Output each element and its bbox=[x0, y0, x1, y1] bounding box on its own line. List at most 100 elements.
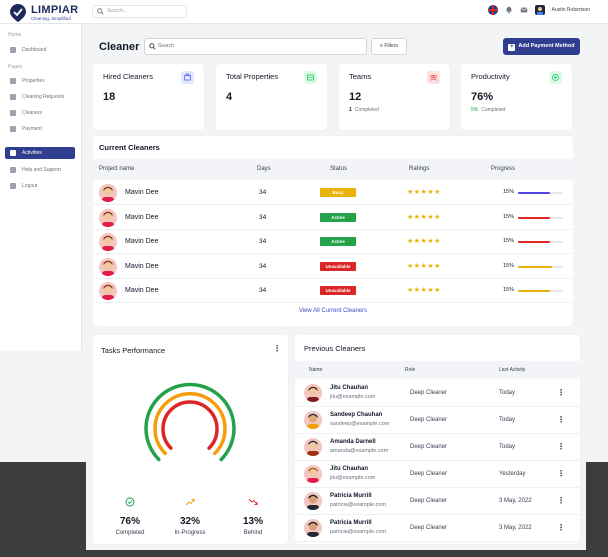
table-row[interactable]: Patricia Murrill patricia@example.com Deep… bbox=[295, 488, 580, 515]
table-row[interactable]: Mavin Dee 34 Busy ★★★★★ 15% bbox=[93, 181, 573, 205]
column-header: Role bbox=[405, 367, 416, 373]
stat-title: Productivity bbox=[471, 72, 510, 81]
gauge-arc-in-progress bbox=[153, 391, 227, 456]
bell-icon[interactable] bbox=[505, 6, 513, 14]
cleaner-email: patricia@example.com bbox=[330, 529, 387, 535]
clipboard-icon bbox=[10, 94, 16, 100]
table-row[interactable]: Mavin Dee 34 Active ★★★★★ 15% bbox=[93, 206, 573, 230]
table-row[interactable]: Mavin Dee 34 Unavailable ★★★★★ 15% bbox=[93, 279, 573, 303]
column-header: Progress bbox=[491, 166, 516, 172]
more-options-icon[interactable]: ⋮ bbox=[557, 469, 565, 478]
stat-sub-label: Completed bbox=[354, 107, 379, 113]
table-row[interactable]: Mavin Dee 34 Unavailable ★★★★★ 15% bbox=[93, 255, 573, 279]
more-options-icon[interactable]: ⋮ bbox=[557, 523, 565, 532]
current-cleaners-card: Current Cleaners Project name Days Statu… bbox=[93, 136, 573, 326]
last-activity: Today bbox=[499, 390, 516, 396]
more-options-icon[interactable]: ⋮ bbox=[557, 415, 565, 424]
trend-down-icon bbox=[248, 498, 258, 505]
brand-name: LIMPIAR bbox=[31, 3, 79, 16]
tasks-stat-label: In-Progress bbox=[174, 530, 206, 536]
sidebar-section-pages: Pages bbox=[8, 64, 23, 70]
cleaner-name: Mavin Dee bbox=[125, 213, 159, 221]
brand-logo[interactable]: LIMPIAR Cleaning, Simplified bbox=[8, 3, 78, 23]
sidebar-item-cleaners[interactable]: Cleaners bbox=[5, 107, 75, 119]
table-row[interactable]: Patricia Murrill patricia@example.com Deep… bbox=[295, 515, 580, 542]
main-content: Cleaner Search ≡ Filters + Add Payment Me… bbox=[86, 24, 586, 550]
gauge-arc-completed bbox=[144, 382, 236, 462]
stat-subtext: 5% Completed bbox=[471, 107, 505, 113]
progress-fill bbox=[518, 265, 552, 268]
cleaner-search-input[interactable]: Search bbox=[144, 38, 367, 55]
language-flag-icon[interactable] bbox=[487, 5, 498, 15]
add-payment-method-button[interactable]: + Add Payment Method bbox=[503, 38, 580, 55]
table-row[interactable]: Jitu Chauhan jitu@example.com Deep Cleaner… bbox=[295, 380, 580, 407]
user-name[interactable]: Austin Robertson bbox=[551, 7, 590, 13]
view-all-current-cleaners-link[interactable]: View All Current Cleaners bbox=[298, 308, 368, 314]
sidebar-item-cleaning-requests[interactable]: Cleaning Requests bbox=[5, 91, 75, 103]
cleaner-search-placeholder: Search bbox=[158, 43, 174, 49]
cleaner-days: 34 bbox=[259, 189, 267, 196]
cleaner-name: Patricia Murrill bbox=[330, 493, 372, 499]
stat-sub-count: 1 bbox=[349, 107, 352, 113]
more-options-icon[interactable]: ⋮ bbox=[273, 344, 281, 353]
sidebar-item-logout[interactable]: Logout bbox=[5, 180, 75, 192]
cleaner-role: Deep Cleaner bbox=[410, 471, 448, 477]
status-badge: Active bbox=[320, 212, 356, 222]
sidebar-item-properties[interactable]: Properties bbox=[5, 75, 75, 87]
building-icon bbox=[304, 71, 317, 84]
cleaner-days: 34 bbox=[259, 262, 267, 270]
sidebar-item-dashboard[interactable]: Dashboard bbox=[5, 44, 75, 56]
tasks-stat-value: 13% bbox=[242, 516, 263, 527]
filters-label: Filters bbox=[384, 43, 398, 49]
table-row[interactable]: Jitu Chauhan jitu@example.com Deep Cleaner… bbox=[295, 461, 580, 488]
stat-title: Total Properties bbox=[226, 72, 279, 81]
status-badge: Active bbox=[320, 237, 356, 246]
sidebar-item-label: Cleaning Requests bbox=[22, 94, 65, 100]
tasks-stat-behind: 13% Behind bbox=[223, 494, 283, 536]
table-row[interactable]: Mavin Dee 34 Active ★★★★★ 15% bbox=[93, 230, 573, 254]
top-search-placeholder: Search... bbox=[107, 8, 128, 14]
sidebar-item-help-and-support[interactable]: Help and Support bbox=[5, 164, 75, 176]
progress-label: 15% bbox=[503, 262, 515, 269]
tasks-stat-in-progress: 32% In-Progress bbox=[160, 494, 220, 536]
column-header: Project name bbox=[99, 166, 135, 172]
briefcase-icon bbox=[181, 71, 194, 84]
avatar bbox=[304, 492, 322, 510]
cleaner-name: Mavin Dee bbox=[125, 262, 159, 270]
previous-cleaners-title: Previous Cleaners bbox=[304, 344, 366, 353]
cleaner-role: Deep Cleaner bbox=[410, 498, 448, 504]
filters-button[interactable]: ≡ Filters bbox=[371, 38, 407, 55]
sidebar-item-payment[interactable]: Payment bbox=[5, 123, 75, 135]
dashboard-icon bbox=[10, 47, 16, 53]
avatar bbox=[304, 384, 322, 402]
table-row[interactable]: Amanda Darnell amanda@example.com Deep Cle… bbox=[295, 434, 580, 461]
progress-bar bbox=[518, 216, 563, 219]
stat-title: Hired Cleaners bbox=[103, 72, 154, 81]
mail-icon[interactable] bbox=[520, 6, 528, 14]
more-options-icon[interactable]: ⋮ bbox=[557, 388, 565, 397]
stat-sub-percent: 5% bbox=[471, 107, 479, 113]
top-search-input[interactable]: Search... bbox=[92, 5, 187, 18]
more-options-icon[interactable]: ⋮ bbox=[557, 496, 565, 505]
stat-value: 4 bbox=[226, 91, 233, 103]
table-row[interactable]: Sandeep Chauhan sandeep@example.com Deep C… bbox=[295, 407, 580, 434]
stat-subtext: 1 Completed bbox=[349, 107, 379, 113]
progress-label: 15% bbox=[503, 213, 515, 220]
tasks-performance-card: Tasks Performance ⋮ 76% Completed 32% In… bbox=[93, 335, 288, 544]
activity-icon bbox=[10, 150, 16, 156]
stat-card-total-properties: Total Properties 4 bbox=[216, 64, 327, 130]
cleaner-email: jitu@example.com bbox=[330, 394, 376, 400]
more-options-icon[interactable]: ⋮ bbox=[557, 442, 565, 451]
cleaner-days: 34 bbox=[259, 287, 267, 294]
tasks-performance-title: Tasks Performance bbox=[101, 346, 166, 355]
cleaner-name: Sandeep Chauhan bbox=[330, 412, 383, 418]
stat-value: 18 bbox=[103, 91, 116, 103]
user-avatar-icon[interactable] bbox=[534, 5, 545, 15]
plus-icon: + bbox=[508, 44, 516, 51]
brand-tagline: Cleaning, Simplified bbox=[31, 15, 71, 21]
search-icon bbox=[149, 43, 156, 50]
gauge-arc-behind bbox=[161, 400, 219, 450]
page-title: Cleaner bbox=[99, 41, 140, 53]
topbar-actions: Austin Robertson bbox=[487, 5, 590, 15]
sidebar-item-activities[interactable]: Activities bbox=[5, 147, 75, 159]
